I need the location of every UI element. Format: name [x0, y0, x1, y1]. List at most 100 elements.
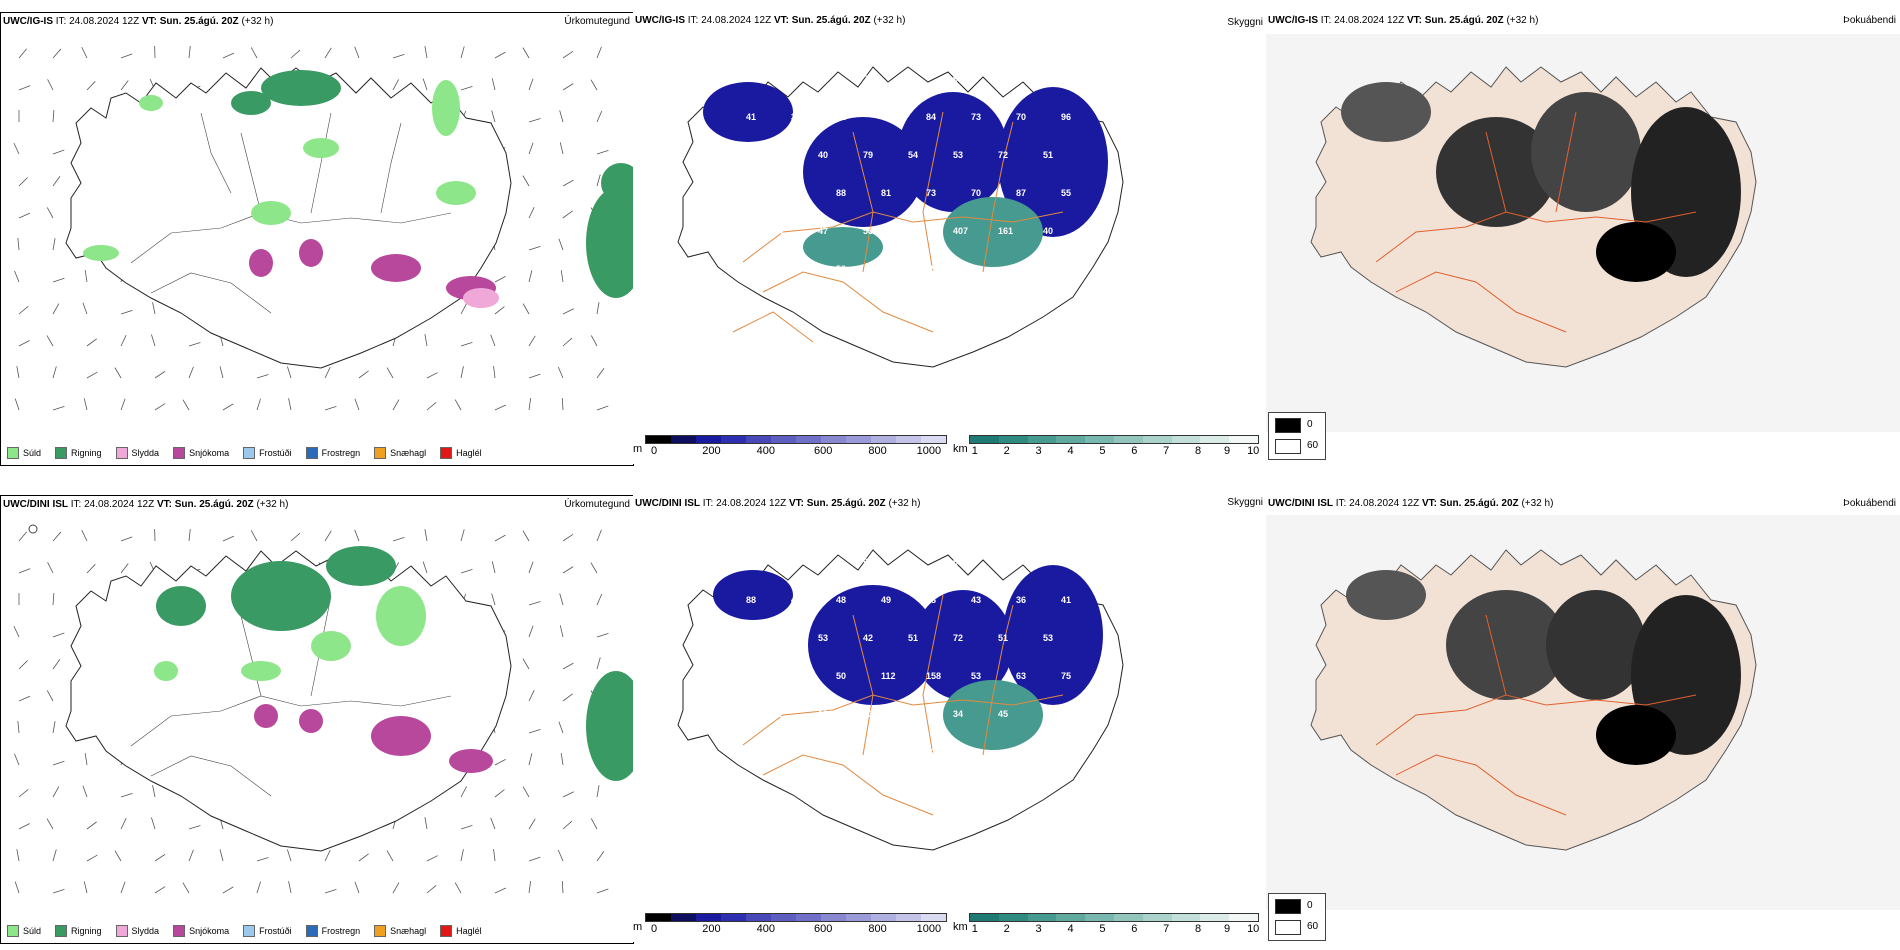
wind-barb — [392, 53, 405, 59]
wind-barb — [522, 303, 530, 315]
wind-barb — [562, 337, 573, 347]
visibility-value: 49 — [773, 74, 783, 84]
visibility-value: 18 — [1061, 264, 1071, 274]
legend-item-drizzle: Súld — [7, 925, 41, 937]
wind-barb — [287, 849, 292, 862]
visibility-value: 58 — [1043, 557, 1053, 567]
visibility-value: 42 — [926, 747, 936, 757]
visibility-value: 41 — [881, 112, 891, 122]
scale-ticks: 1 2 3 4 5 6 7 8 9 10 — [971, 445, 1260, 457]
wind-barb — [151, 817, 156, 830]
visibility-value: 53 — [953, 150, 963, 160]
swatch — [440, 447, 453, 459]
wind-barb — [114, 850, 122, 862]
swatch — [55, 925, 68, 937]
wind-barb — [426, 402, 437, 411]
visibility-value: 40 — [818, 150, 828, 160]
wind-barb — [424, 817, 428, 830]
roads-overlay — [1375, 614, 1697, 816]
wind-barb — [460, 569, 473, 574]
swatch — [305, 925, 318, 937]
wind-barb — [52, 849, 57, 862]
visibility-value: 86 — [908, 709, 918, 719]
scale-unit: m — [633, 443, 643, 455]
wind-barb — [596, 888, 609, 894]
visibility-value: 71 — [1043, 74, 1053, 84]
visibility-value: 214 — [908, 226, 923, 236]
wind-barb — [83, 398, 88, 411]
wind-barb — [454, 882, 462, 894]
scale-ticks: 0 200 400 600 800 1000 — [650, 445, 942, 457]
legend-item-snow-pellets: Snæhagl — [374, 447, 426, 459]
wind-barb — [52, 238, 56, 251]
fog-scale: 0 60 — [1268, 893, 1326, 941]
wind-barb — [120, 398, 126, 411]
visibility-value: 45 — [998, 709, 1008, 719]
wind-barb — [18, 568, 31, 574]
wind-barb — [18, 695, 31, 702]
wind-barb — [596, 529, 602, 542]
precip-map-panel-2: UWC/DINI ISL IT: 24.08.2024 12Z VT: Sun.… — [0, 495, 634, 944]
wind-barb — [120, 310, 133, 315]
wind-barb — [86, 338, 97, 347]
legend-item-rain: Rigning — [55, 447, 102, 459]
legend-item-rain: Rigning — [55, 925, 102, 937]
wind-barb — [256, 398, 262, 411]
wind-barb — [392, 79, 399, 91]
legend-item-snow: Snjókoma — [173, 925, 229, 937]
cloud-base-scale: m 0 200 400 600 800 1000 — [633, 435, 947, 458]
wind-barb — [288, 881, 292, 894]
visibility-value: 60 — [791, 188, 801, 198]
wind-barb — [561, 397, 564, 411]
wind-barb — [52, 760, 65, 766]
panel-header: UWC/DINI ISL IT: 24.08.2024 12Z VT: Sun.… — [3, 499, 289, 510]
wind-barb — [493, 366, 496, 379]
wind-barb — [528, 246, 541, 251]
wind-barb — [426, 885, 437, 894]
legend-item-freezing-drizzle: Frostúði — [243, 447, 292, 459]
visibility-value: 98 — [863, 557, 873, 567]
fog-map — [1266, 34, 1900, 432]
visibility-value: 60 — [818, 74, 828, 84]
wind-barb — [424, 529, 428, 542]
wind-barb — [52, 593, 55, 606]
wind-barb — [491, 593, 496, 606]
wind-barb — [557, 849, 564, 862]
visibility-value: 40 — [1043, 226, 1053, 236]
swatch — [115, 447, 128, 459]
wind-barb — [528, 729, 541, 734]
wind-barb — [256, 881, 262, 894]
wind-barb — [52, 366, 57, 379]
wind-barb — [52, 786, 60, 798]
wind-barb — [324, 47, 332, 59]
visibility-value: 58 — [926, 595, 936, 605]
fog-map-panel-1: UWC/IG-IS IT: 24.08.2024 12Z VT: Sun. 25… — [1266, 12, 1900, 464]
wind-barb — [460, 786, 467, 798]
visibility-value: 43 — [971, 595, 981, 605]
wind-barb — [86, 854, 98, 862]
wind-barb — [426, 372, 438, 379]
visibility-value: 79 — [863, 150, 873, 160]
roads-overlay — [1375, 111, 1697, 333]
visibility-value: 73 — [926, 188, 936, 198]
visibility-value: 63 — [1016, 671, 1026, 681]
wind-barb — [86, 81, 96, 91]
visibility-value: 218 — [1043, 709, 1058, 719]
wind-barb — [17, 721, 20, 734]
visibility-value: 44 — [773, 226, 783, 236]
wind-barb — [528, 142, 534, 155]
visibility-value: 88 — [836, 188, 846, 198]
swatch — [7, 925, 19, 937]
visibility-value: 67 — [728, 557, 738, 567]
wind-barb — [52, 406, 65, 411]
wind-barb — [188, 825, 201, 830]
wind-barb — [250, 530, 258, 542]
visibility-value: 41 — [773, 633, 783, 643]
wind-barb — [52, 721, 56, 734]
wind-barb — [154, 403, 166, 411]
visibility-value: 47 — [818, 226, 828, 236]
wind-barb — [18, 823, 30, 830]
wind-barb — [494, 404, 507, 411]
wind-barb — [392, 882, 400, 894]
wind-barb — [52, 889, 65, 894]
